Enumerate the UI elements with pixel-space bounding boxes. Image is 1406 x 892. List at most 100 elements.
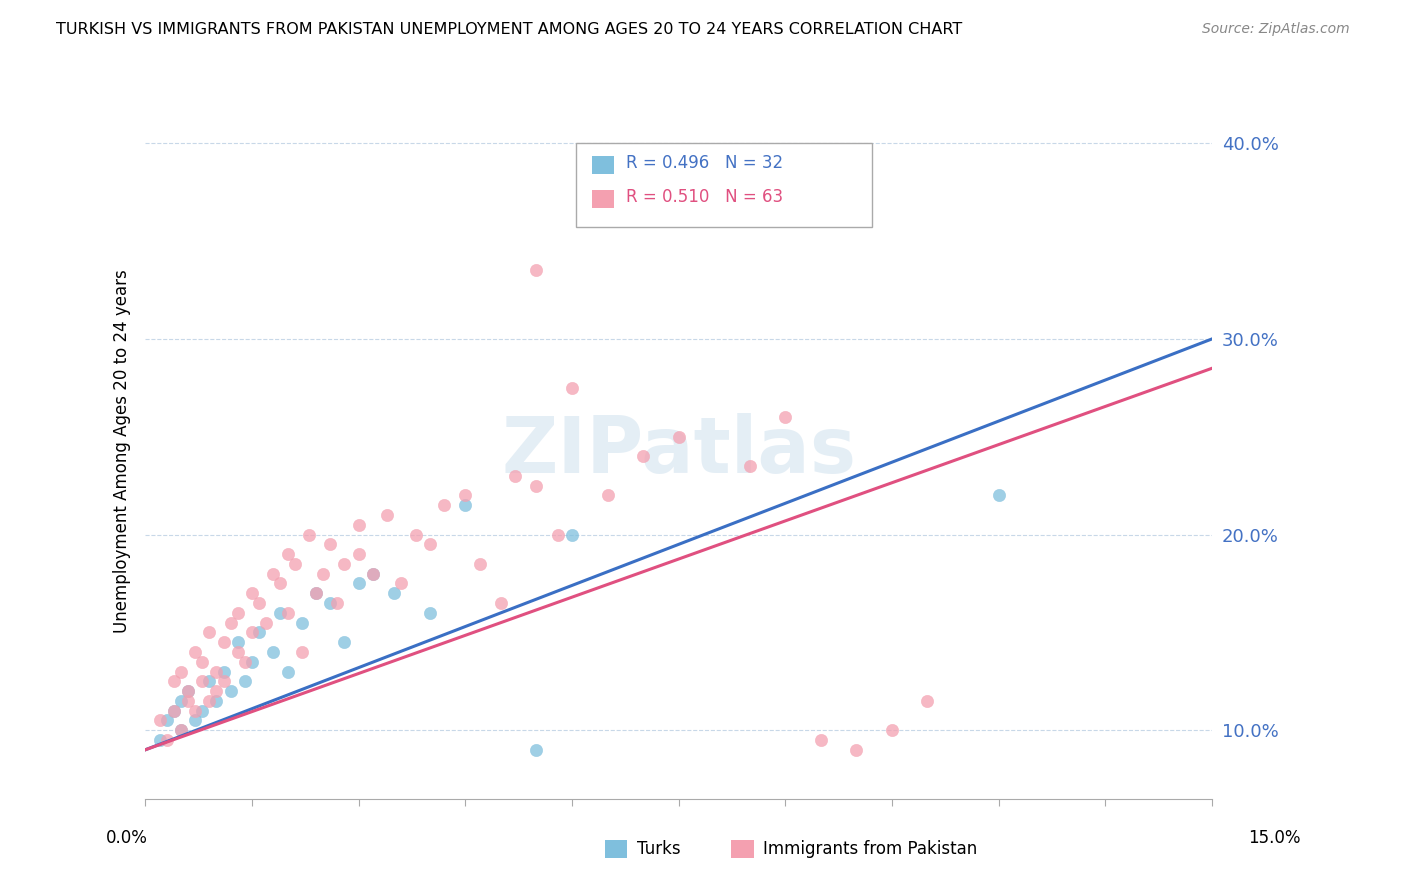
Point bbox=[405, 527, 427, 541]
Point bbox=[276, 606, 298, 620]
Text: Source: ZipAtlas.com: Source: ZipAtlas.com bbox=[1202, 22, 1350, 37]
Point bbox=[738, 459, 761, 474]
Point bbox=[361, 566, 384, 581]
Point bbox=[219, 684, 242, 698]
Point bbox=[198, 625, 221, 640]
Point bbox=[454, 498, 477, 512]
Text: 0.0%: 0.0% bbox=[105, 829, 148, 847]
Point bbox=[163, 704, 186, 718]
Point bbox=[347, 517, 370, 532]
Point bbox=[333, 635, 356, 649]
Point bbox=[291, 615, 314, 630]
Point bbox=[240, 625, 263, 640]
Point bbox=[880, 723, 903, 738]
Point bbox=[240, 586, 263, 600]
Point bbox=[361, 566, 384, 581]
Point bbox=[987, 488, 1010, 502]
Point bbox=[326, 596, 349, 610]
Text: Immigrants from Pakistan: Immigrants from Pakistan bbox=[763, 840, 977, 858]
Point bbox=[596, 488, 619, 502]
Point bbox=[262, 645, 284, 659]
Point bbox=[254, 615, 277, 630]
Point bbox=[156, 733, 179, 747]
Point bbox=[170, 694, 193, 708]
Point bbox=[212, 665, 235, 679]
Point bbox=[226, 635, 249, 649]
Point bbox=[319, 537, 342, 551]
Point bbox=[198, 674, 221, 689]
Point bbox=[810, 733, 832, 747]
Point bbox=[276, 665, 298, 679]
Point bbox=[219, 615, 242, 630]
Point bbox=[269, 606, 291, 620]
Text: TURKISH VS IMMIGRANTS FROM PAKISTAN UNEMPLOYMENT AMONG AGES 20 TO 24 YEARS CORRE: TURKISH VS IMMIGRANTS FROM PAKISTAN UNEM… bbox=[56, 22, 963, 37]
Point bbox=[291, 645, 314, 659]
Point bbox=[419, 606, 441, 620]
Point bbox=[775, 410, 797, 425]
Point bbox=[184, 645, 207, 659]
Point bbox=[191, 674, 214, 689]
Point bbox=[789, 204, 811, 219]
Text: Turks: Turks bbox=[637, 840, 681, 858]
Point bbox=[177, 694, 200, 708]
Point bbox=[177, 684, 200, 698]
Point bbox=[191, 655, 214, 669]
Point bbox=[233, 655, 256, 669]
Point bbox=[389, 576, 412, 591]
Point bbox=[547, 527, 569, 541]
Point bbox=[284, 557, 307, 571]
Point bbox=[233, 674, 256, 689]
Point bbox=[212, 635, 235, 649]
Point bbox=[205, 694, 228, 708]
Point bbox=[305, 586, 328, 600]
Point bbox=[333, 557, 356, 571]
Point bbox=[156, 714, 179, 728]
Point bbox=[170, 723, 193, 738]
Point bbox=[526, 478, 548, 492]
Point bbox=[917, 694, 939, 708]
Point bbox=[298, 527, 321, 541]
Point bbox=[163, 704, 186, 718]
Point bbox=[347, 547, 370, 561]
Point bbox=[148, 714, 170, 728]
Text: 15.0%: 15.0% bbox=[1249, 829, 1301, 847]
Point bbox=[226, 606, 249, 620]
Point bbox=[433, 498, 456, 512]
Point bbox=[247, 625, 270, 640]
Point bbox=[184, 704, 207, 718]
Point bbox=[526, 743, 548, 757]
Point bbox=[269, 576, 291, 591]
Point bbox=[247, 596, 270, 610]
Point bbox=[184, 714, 207, 728]
Point bbox=[382, 586, 405, 600]
Point bbox=[170, 665, 193, 679]
Point bbox=[240, 655, 263, 669]
Point bbox=[526, 263, 548, 277]
Point bbox=[419, 537, 441, 551]
Point bbox=[177, 684, 200, 698]
Point bbox=[148, 733, 170, 747]
Point bbox=[205, 665, 228, 679]
Text: ZIPatlas: ZIPatlas bbox=[501, 414, 856, 490]
Point bbox=[305, 586, 328, 600]
Point bbox=[489, 596, 512, 610]
Point bbox=[347, 576, 370, 591]
Y-axis label: Unemployment Among Ages 20 to 24 years: Unemployment Among Ages 20 to 24 years bbox=[114, 269, 131, 633]
Point bbox=[163, 674, 186, 689]
Point bbox=[668, 430, 690, 444]
Point bbox=[631, 450, 654, 464]
Point bbox=[845, 743, 868, 757]
Point bbox=[561, 527, 583, 541]
Point bbox=[198, 694, 221, 708]
Point bbox=[454, 488, 477, 502]
Point bbox=[205, 684, 228, 698]
Point bbox=[312, 566, 335, 581]
Point bbox=[375, 508, 398, 522]
Point bbox=[276, 547, 298, 561]
Point bbox=[262, 566, 284, 581]
Point bbox=[503, 469, 526, 483]
Text: R = 0.496   N = 32: R = 0.496 N = 32 bbox=[626, 154, 783, 172]
Point bbox=[226, 645, 249, 659]
Point bbox=[170, 723, 193, 738]
Point bbox=[561, 381, 583, 395]
